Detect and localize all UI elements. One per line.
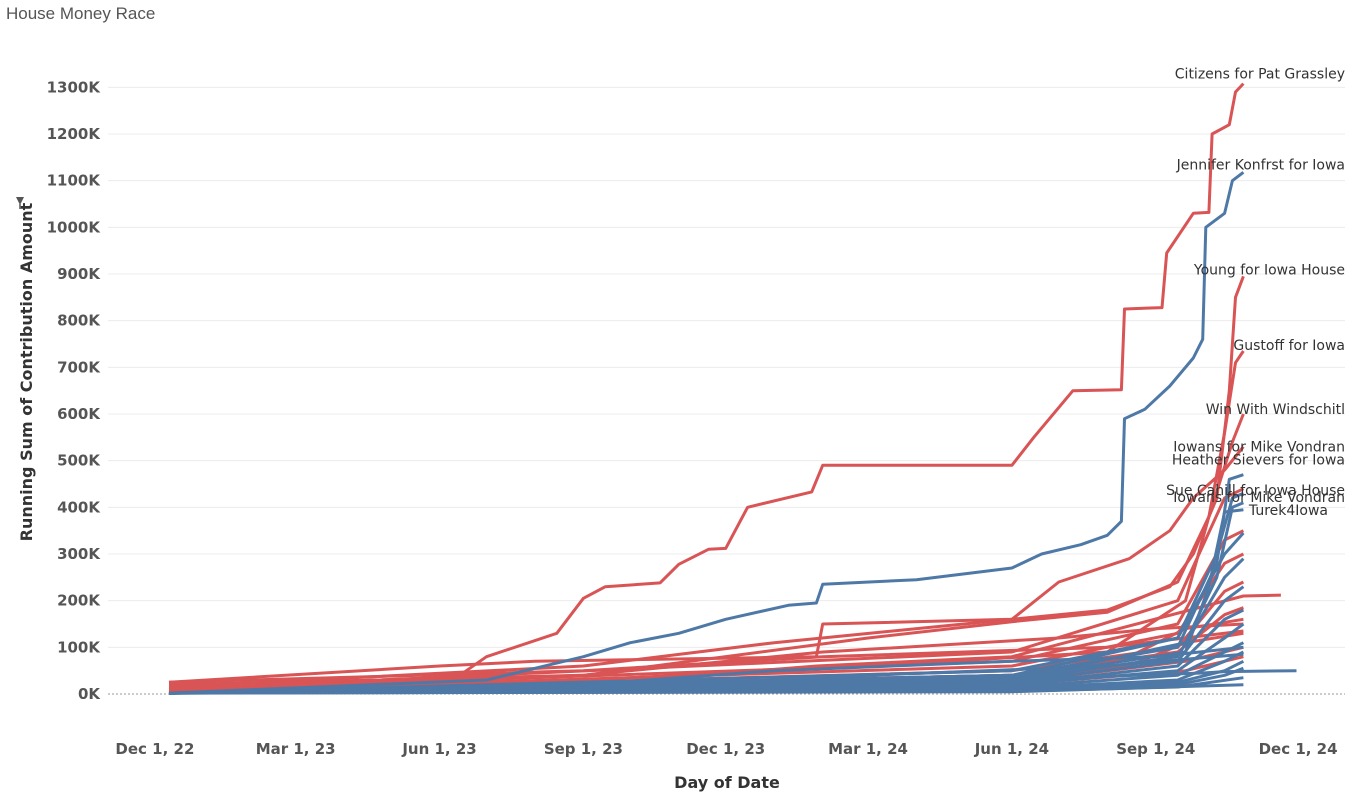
y-tick-label: 1300K <box>47 78 102 96</box>
y-tick-label: 200K <box>57 592 101 610</box>
pin-icon[interactable] <box>16 197 24 209</box>
series-annotation-label: Sue Cahill for Iowa House <box>1166 483 1345 499</box>
series-annotation-label: Gustoff for Iowa <box>1233 338 1345 354</box>
series-annotation-label: Jennifer Konfrst for Iowa <box>1176 157 1345 173</box>
y-tick-label: 100K <box>57 638 101 656</box>
series-annotation-label: Heather Sievers for Iowa <box>1172 452 1345 468</box>
page-title: House Money Race <box>6 4 156 23</box>
gridlines <box>108 86 1345 648</box>
series-line-iowans-for-mike-vondran[interactable] <box>168 445 1245 689</box>
series-annotation-label: Turek4Iowa <box>1248 503 1328 519</box>
x-tick-label: Dec 1, 22 <box>115 740 194 758</box>
series-annotation-label: Win With Windschitl <box>1206 402 1345 418</box>
series-line-committee-33[interactable] <box>168 645 1244 695</box>
y-tick-label: 1100K <box>47 172 102 190</box>
y-tick-label: 400K <box>57 498 101 516</box>
x-tick-label: Dec 1, 23 <box>686 740 765 758</box>
series-line-win-with-windschitl[interactable] <box>168 413 1245 691</box>
y-tick-label: 500K <box>57 452 101 470</box>
y-tick-label: 300K <box>57 545 101 563</box>
y-axis-ticks: 0K 100K 200K 300K 400K 500K 600K 700K 800K 900K 10… <box>47 78 102 703</box>
y-tick-label: 1000K <box>47 218 102 236</box>
y-tick-label: 0K <box>78 685 101 703</box>
series-annotation-label: Iowans for Mike Vondran <box>1173 490 1345 506</box>
series-line-gustoff-for-iowa[interactable] <box>168 350 1245 694</box>
y-tick-label: 900K <box>57 265 101 283</box>
y-tick-label: 1200K <box>47 125 102 143</box>
series-line-turek4iowa[interactable] <box>168 508 1244 695</box>
x-tick-label: Mar 1, 24 <box>828 740 908 758</box>
series-line-young-for-iowa-house[interactable] <box>168 275 1245 684</box>
x-tick-label: Dec 1, 24 <box>1259 740 1338 758</box>
series-annotations: Citizens for Pat Grassley Jennifer Konfrs… <box>1166 66 1345 519</box>
series-line-committee-10[interactable] <box>168 487 1245 691</box>
y-tick-label: 600K <box>57 405 101 423</box>
series-line-committee-35[interactable] <box>168 669 1297 695</box>
series-annotation-label: Iowans for Mike Vondran <box>1173 440 1345 456</box>
series-line-committee-11[interactable] <box>168 529 1245 692</box>
republican-series-group <box>168 82 1281 695</box>
x-tick-label: Jun 1, 23 <box>401 740 476 758</box>
democrat-series-group <box>168 171 1297 695</box>
y-axis-title: Running Sum of Contribution Amount <box>17 202 36 541</box>
series-annotation-label: Young for Iowa House <box>1193 262 1345 278</box>
y-tick-label: 800K <box>57 312 101 330</box>
series-line-committee-32[interactable] <box>168 683 1244 695</box>
x-tick-label: Mar 1, 23 <box>256 740 336 758</box>
series-line-committee-23[interactable] <box>168 557 1245 695</box>
x-tick-label: Sep 1, 24 <box>1116 740 1195 758</box>
x-tick-label: Sep 1, 23 <box>544 740 623 758</box>
x-tick-label: Jun 1, 24 <box>974 740 1049 758</box>
series-line-citizens-for-pat-grassley[interactable] <box>168 82 1245 695</box>
series-annotation-label: Citizens for Pat Grassley <box>1175 66 1345 82</box>
x-axis-ticks: Dec 1, 22 Mar 1, 23 Jun 1, 23 Sep 1, 23 Dec … <box>115 740 1337 758</box>
series-line-committee-20[interactable] <box>168 622 1244 687</box>
series-line-jennifer-konfrst-for-iowa[interactable] <box>168 171 1245 695</box>
x-axis-title: Day of Date <box>674 773 780 792</box>
y-tick-label: 700K <box>57 358 101 376</box>
